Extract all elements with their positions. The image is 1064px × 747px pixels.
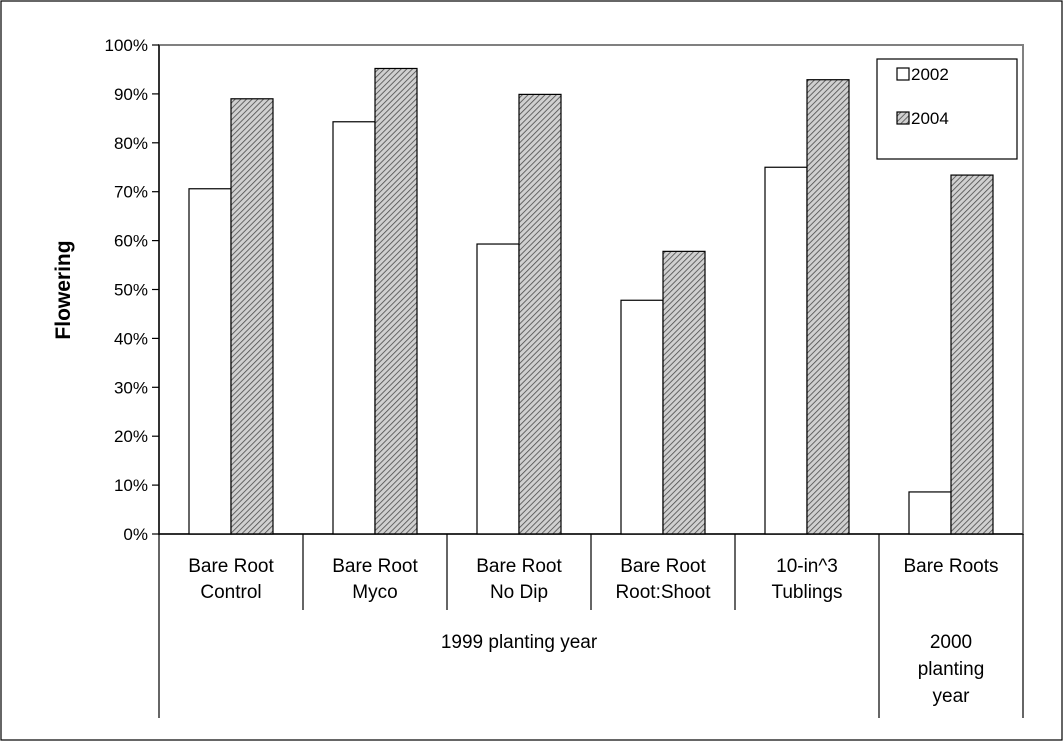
legend: 2002 2004 — [876, 58, 1018, 160]
x-tick-label: Root:Shoot — [615, 582, 711, 603]
y-tick-label: 50% — [114, 281, 148, 300]
x-tick-label: Bare Root — [620, 556, 706, 577]
bars — [188, 67, 994, 535]
y-axis: 0% 10% 20% 30% 40% 50% 60% 70% 80% 90% 100% — [105, 36, 160, 544]
x-group-label: 1999 planting year — [441, 632, 598, 653]
bar-2002-0 — [188, 188, 232, 535]
bar-2002-5 — [908, 491, 952, 535]
y-tick-label: 70% — [114, 183, 148, 202]
legend-label-2004: 2004 — [911, 109, 949, 128]
x-group-label: 2000 — [930, 632, 972, 653]
x-tick-label: Bare Root — [476, 556, 562, 577]
bar-2004-0 — [230, 98, 274, 535]
x-tick-label: Control — [200, 582, 261, 603]
bar-2004-5 — [950, 174, 994, 535]
bar-2002-3 — [620, 299, 664, 535]
x-tick-label: Myco — [352, 582, 397, 603]
legend-swatch-2002 — [896, 67, 910, 81]
bar-2004-3 — [662, 250, 706, 535]
x-tick-label: 10-in^3 — [776, 556, 838, 577]
y-tick-label: 0% — [123, 525, 148, 544]
y-tick-label: 60% — [114, 232, 148, 251]
x-tick-label: No Dip — [490, 582, 548, 603]
y-tick-label: 40% — [114, 329, 148, 348]
y-axis-title: Flowering — [52, 240, 75, 339]
x-tick-label: Bare Root — [332, 556, 418, 577]
x-group-label: year — [933, 686, 971, 707]
bar-2002-2 — [476, 243, 520, 535]
x-axis: Bare Root Control Bare Root Myco Bare Root No… — [158, 533, 1024, 718]
bar-2004-1 — [374, 67, 418, 535]
y-tick-label: 100% — [105, 36, 148, 55]
y-tick-label: 10% — [114, 476, 148, 495]
legend-label-2002: 2002 — [911, 65, 949, 84]
x-tick-label: Bare Root — [188, 556, 274, 577]
y-tick-label: 80% — [114, 134, 148, 153]
bar-2004-4 — [806, 79, 850, 535]
bar-2002-4 — [764, 166, 808, 535]
x-tick-label: Tublings — [771, 582, 842, 603]
bar-2002-1 — [332, 121, 376, 535]
legend-swatch-2004 — [896, 111, 910, 125]
x-group-label: planting — [918, 659, 985, 680]
y-tick-label: 30% — [114, 378, 148, 397]
bar-2004-2 — [518, 93, 562, 535]
y-tick-label: 20% — [114, 427, 148, 446]
y-tick-label: 90% — [114, 85, 148, 104]
x-tick-label: Bare Roots — [903, 556, 998, 577]
